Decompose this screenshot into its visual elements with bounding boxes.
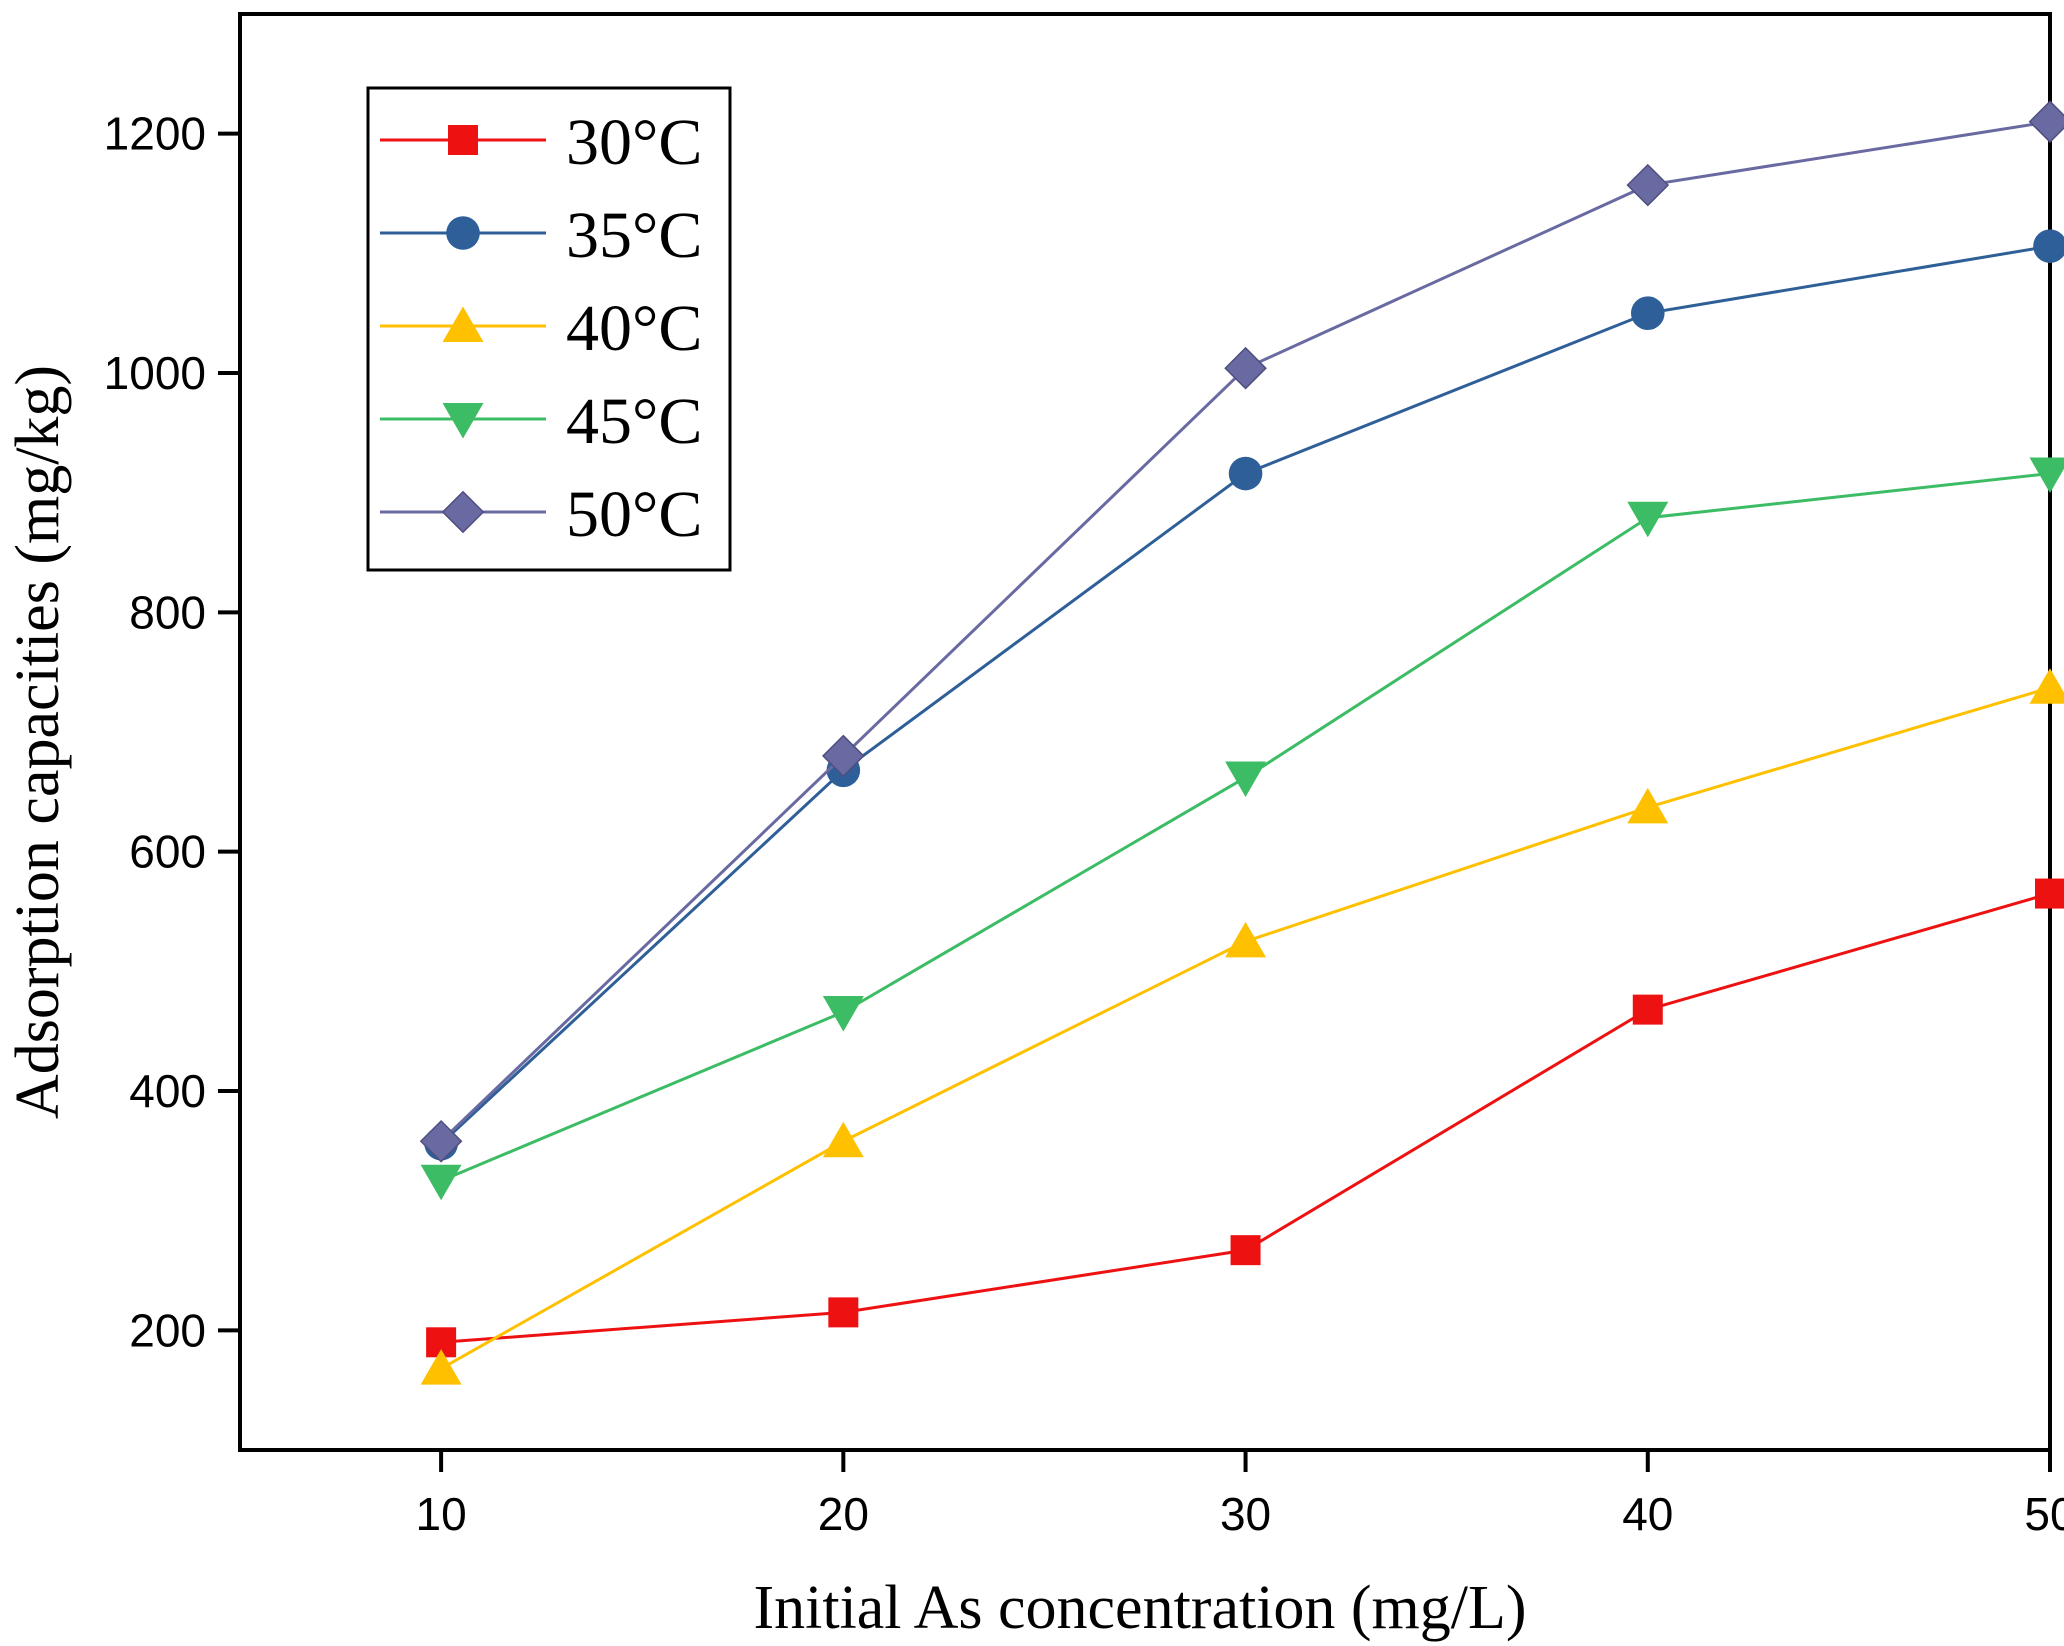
legend-label: 35°C (566, 199, 702, 272)
y-tick-label: 1000 (104, 347, 206, 399)
x-axis: 10 20 30 40 50 (416, 1450, 2064, 1540)
data-point (1627, 501, 1669, 538)
legend-item: 50°C (380, 478, 702, 551)
legend-item: 35°C (380, 199, 702, 272)
data-point (1632, 994, 1663, 1025)
data-point (822, 1121, 864, 1158)
data-point (822, 734, 865, 778)
series-5 (419, 100, 2064, 1163)
legend-marker (446, 216, 480, 250)
data-point (1626, 163, 1670, 207)
data-point (1225, 921, 1267, 958)
legend-item: 45°C (380, 385, 702, 458)
data-point (1230, 1235, 1261, 1266)
legend-label: 30°C (566, 106, 702, 179)
x-tick-label: 10 (416, 1488, 467, 1540)
series-3 (420, 668, 2064, 1385)
data-point (1228, 456, 1263, 491)
legend-label: 40°C (566, 292, 702, 365)
series-line (440, 892, 2051, 1344)
legend-box (366, 86, 732, 572)
legend-marker (442, 403, 484, 439)
series-line (440, 472, 2051, 1183)
legend-item: 30°C (380, 106, 702, 179)
data-point (2029, 668, 2064, 704)
plot-frame-rect (238, 12, 2052, 1452)
legend-marker (441, 490, 485, 534)
plot-frame (238, 12, 2052, 1452)
legend-item: 40°C (380, 292, 702, 365)
x-tick-label: 50 (2024, 1488, 2064, 1540)
x-axis-title: Initial As concentration (mg/L) (753, 1574, 1526, 1642)
data-point (420, 1164, 462, 1201)
data-point (2035, 878, 2064, 909)
y-axis-title: Adsorption capacities (mg/kg) (4, 365, 72, 1119)
y-tick-label: 800 (129, 586, 206, 638)
series-1 (426, 878, 2064, 1358)
data-point (2029, 457, 2064, 494)
data-point (2028, 100, 2064, 144)
data-point (1225, 761, 1267, 797)
legend-label: 45°C (566, 385, 702, 458)
data-point (419, 1119, 463, 1163)
data-point (1627, 787, 1669, 824)
x-tick-label: 30 (1220, 1488, 1271, 1540)
data-point (420, 1349, 462, 1385)
legend-marker (442, 306, 484, 342)
y-tick-label: 600 (129, 826, 206, 878)
data-point (2033, 229, 2064, 263)
y-axis: 200 400 600 800 1000 1200 (104, 108, 240, 1356)
x-tick-label: 20 (818, 1488, 869, 1540)
data-point (1224, 346, 1267, 390)
data-point (828, 1297, 859, 1328)
legend: 30°C 35°C 40°C 45°C 50°C (366, 86, 732, 572)
series-4 (420, 457, 2064, 1201)
legend-label: 50°C (566, 478, 702, 551)
y-tick-label: 200 (129, 1304, 206, 1356)
legend-marker (448, 125, 478, 155)
y-tick-label: 1200 (104, 108, 206, 160)
y-tick-label: 400 (129, 1065, 206, 1117)
data-point (1630, 296, 1665, 330)
data-point (822, 996, 864, 1032)
x-tick-label: 40 (1622, 1488, 1673, 1540)
series-group (419, 100, 2064, 1385)
